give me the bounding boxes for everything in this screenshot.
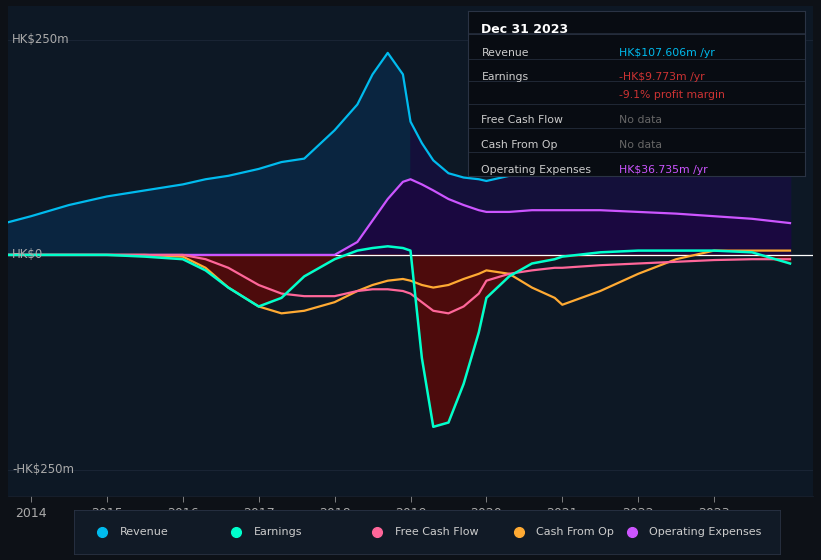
Text: Revenue: Revenue [481,48,529,58]
Text: HK$107.606m /yr: HK$107.606m /yr [620,48,715,58]
Text: Operating Expenses: Operating Expenses [481,165,591,175]
Text: HK$36.735m /yr: HK$36.735m /yr [620,165,708,175]
Text: Cash From Op: Cash From Op [481,140,558,150]
Text: Cash From Op: Cash From Op [536,527,614,537]
Text: Dec 31 2023: Dec 31 2023 [481,23,569,36]
Text: HK$250m: HK$250m [12,34,70,46]
Text: Earnings: Earnings [481,72,529,82]
Text: HK$0: HK$0 [12,249,44,262]
Text: -HK$9.773m /yr: -HK$9.773m /yr [620,72,705,82]
Text: -9.1% profit margin: -9.1% profit margin [620,91,725,100]
Text: Earnings: Earnings [254,527,302,537]
Text: Revenue: Revenue [120,527,168,537]
Text: Free Cash Flow: Free Cash Flow [395,527,479,537]
Text: Operating Expenses: Operating Expenses [649,527,762,537]
Text: -HK$250m: -HK$250m [12,463,74,477]
Text: No data: No data [620,140,663,150]
Text: Free Cash Flow: Free Cash Flow [481,115,563,125]
Text: No data: No data [620,115,663,125]
